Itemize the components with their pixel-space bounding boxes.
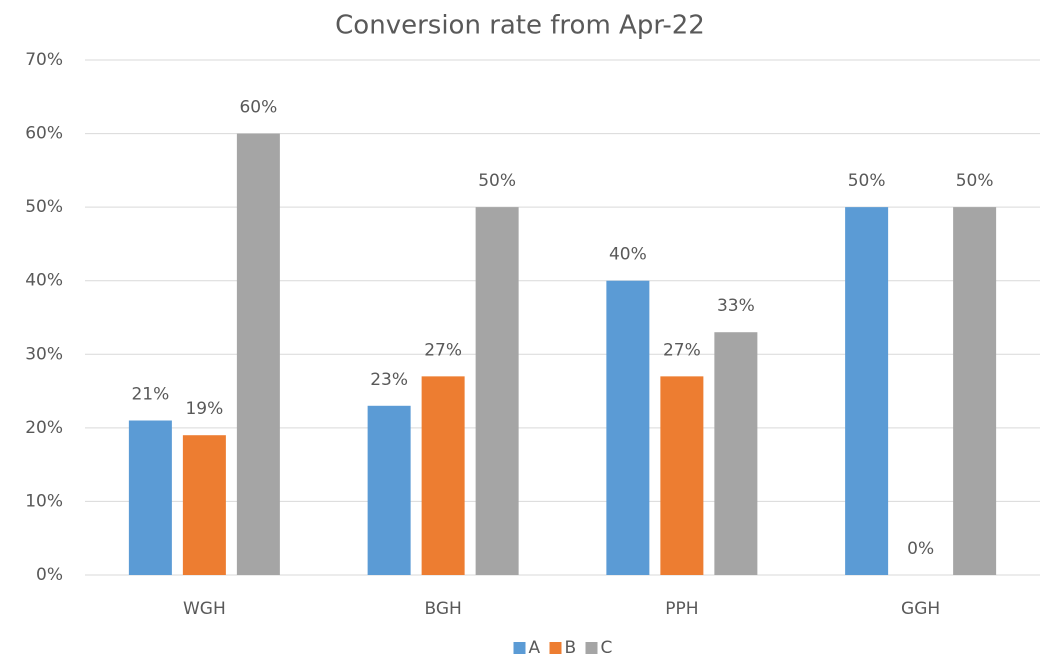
legend-swatch — [513, 642, 526, 654]
legend-label: B — [565, 638, 577, 657]
bar — [128, 420, 172, 575]
value-label: 60% — [239, 98, 277, 118]
value-label: 33% — [717, 296, 755, 316]
x-tick-label: GGH — [901, 599, 940, 619]
value-label: 50% — [956, 171, 994, 191]
legend-swatch — [549, 642, 562, 654]
y-tick-label: 60% — [25, 124, 63, 144]
y-tick-label: 0% — [36, 565, 63, 585]
x-tick-label: PPH — [665, 599, 698, 619]
x-tick-label: BGH — [424, 599, 461, 619]
value-label: 23% — [370, 370, 408, 390]
bar — [606, 280, 650, 575]
legend-label: C — [601, 638, 613, 657]
y-tick-label: 30% — [25, 344, 63, 364]
value-label: 50% — [478, 171, 516, 191]
value-label: 40% — [609, 245, 647, 265]
value-label: 27% — [663, 340, 701, 360]
chart-title: Conversion rate from Apr-22 — [335, 11, 705, 41]
bar — [660, 376, 704, 575]
value-label: 19% — [185, 399, 223, 419]
bar — [236, 133, 280, 576]
bar — [953, 207, 997, 575]
legend-swatch — [585, 642, 598, 654]
value-label: 27% — [424, 340, 462, 360]
y-tick-label: 70% — [25, 50, 63, 70]
bar — [182, 435, 226, 575]
value-label: 21% — [131, 385, 169, 405]
bar — [475, 207, 519, 575]
bar — [714, 332, 758, 575]
y-tick-label: 10% — [25, 491, 63, 511]
bar — [845, 207, 889, 575]
legend-label: A — [529, 638, 541, 657]
y-tick-label: 50% — [25, 197, 63, 217]
y-tick-label: 20% — [25, 418, 63, 438]
bar — [421, 376, 465, 575]
y-tick-label: 40% — [25, 271, 63, 291]
value-label: 0% — [907, 539, 934, 559]
x-tick-label: WGH — [183, 599, 226, 619]
value-label: 50% — [848, 171, 886, 191]
bar — [367, 405, 411, 575]
